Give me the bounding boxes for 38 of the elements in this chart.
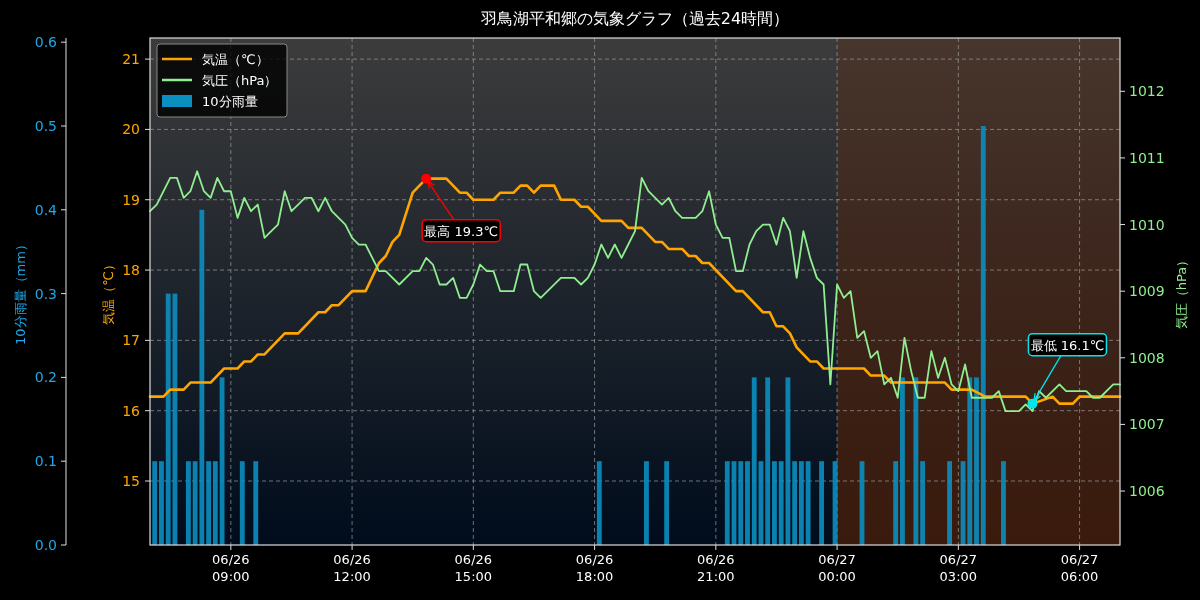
y2-axis-title: 気圧（hPa）: [1174, 253, 1189, 330]
x-tick-label: 06/27 06:00: [1060, 552, 1099, 584]
x-tick-label: 06/27 03:00: [939, 552, 978, 584]
y3-tick-label: 0.2: [34, 369, 57, 386]
legend-label: 10分雨量: [202, 94, 258, 109]
y-tick-label: 15: [122, 473, 140, 490]
chart-title: 羽鳥湖平和郷の気象グラフ（過去24時間）: [479, 9, 790, 28]
y3-axis-title: 10分雨量（mm）: [13, 238, 28, 345]
y2-tick-label: 1011: [1129, 149, 1165, 166]
y2-tick-label: 1012: [1129, 83, 1165, 100]
y3-tick-label: 0.1: [34, 453, 57, 470]
y-axis-title: 気温（℃）: [101, 258, 116, 325]
legend-label: 気圧（hPa）: [202, 73, 278, 88]
y3-tick-label: 0.0: [34, 537, 57, 553]
legend-label: 気温（℃）: [202, 52, 269, 67]
y2-tick-label: 1007: [1129, 416, 1165, 433]
y-tick-label: 20: [122, 121, 140, 138]
y-tick-label: 18: [122, 262, 140, 279]
y-tick-label: 19: [122, 191, 140, 208]
y2-tick-label: 1010: [1129, 216, 1165, 233]
annotation: 最低 16.1℃: [1030, 337, 1105, 353]
x-tick-label: 06/26 21:00: [697, 552, 735, 584]
y3-tick-label: 0.5: [34, 117, 57, 134]
y2-tick-label: 1006: [1129, 483, 1165, 500]
y-tick-label: 21: [122, 51, 140, 68]
y3-tick-label: 0.3: [34, 285, 57, 302]
y2-tick-label: 1008: [1129, 349, 1165, 366]
x-tick-label: 06/26 15:00: [454, 552, 493, 584]
x-tick-label: 06/26 09:00: [212, 552, 250, 584]
y-tick-label: 17: [122, 332, 140, 349]
y3-tick-label: 0.6: [34, 34, 58, 51]
y3-tick-label: 0.4: [34, 201, 58, 218]
annotation: 最高 19.3℃: [424, 223, 499, 239]
y-tick-label: 16: [122, 402, 141, 419]
x-tick-label: 06/26 18:00: [575, 552, 614, 584]
x-tick-label: 06/27 00:00: [818, 552, 856, 584]
x-tick-label: 06/26 12:00: [333, 552, 371, 584]
y2-tick-label: 1009: [1129, 283, 1165, 300]
